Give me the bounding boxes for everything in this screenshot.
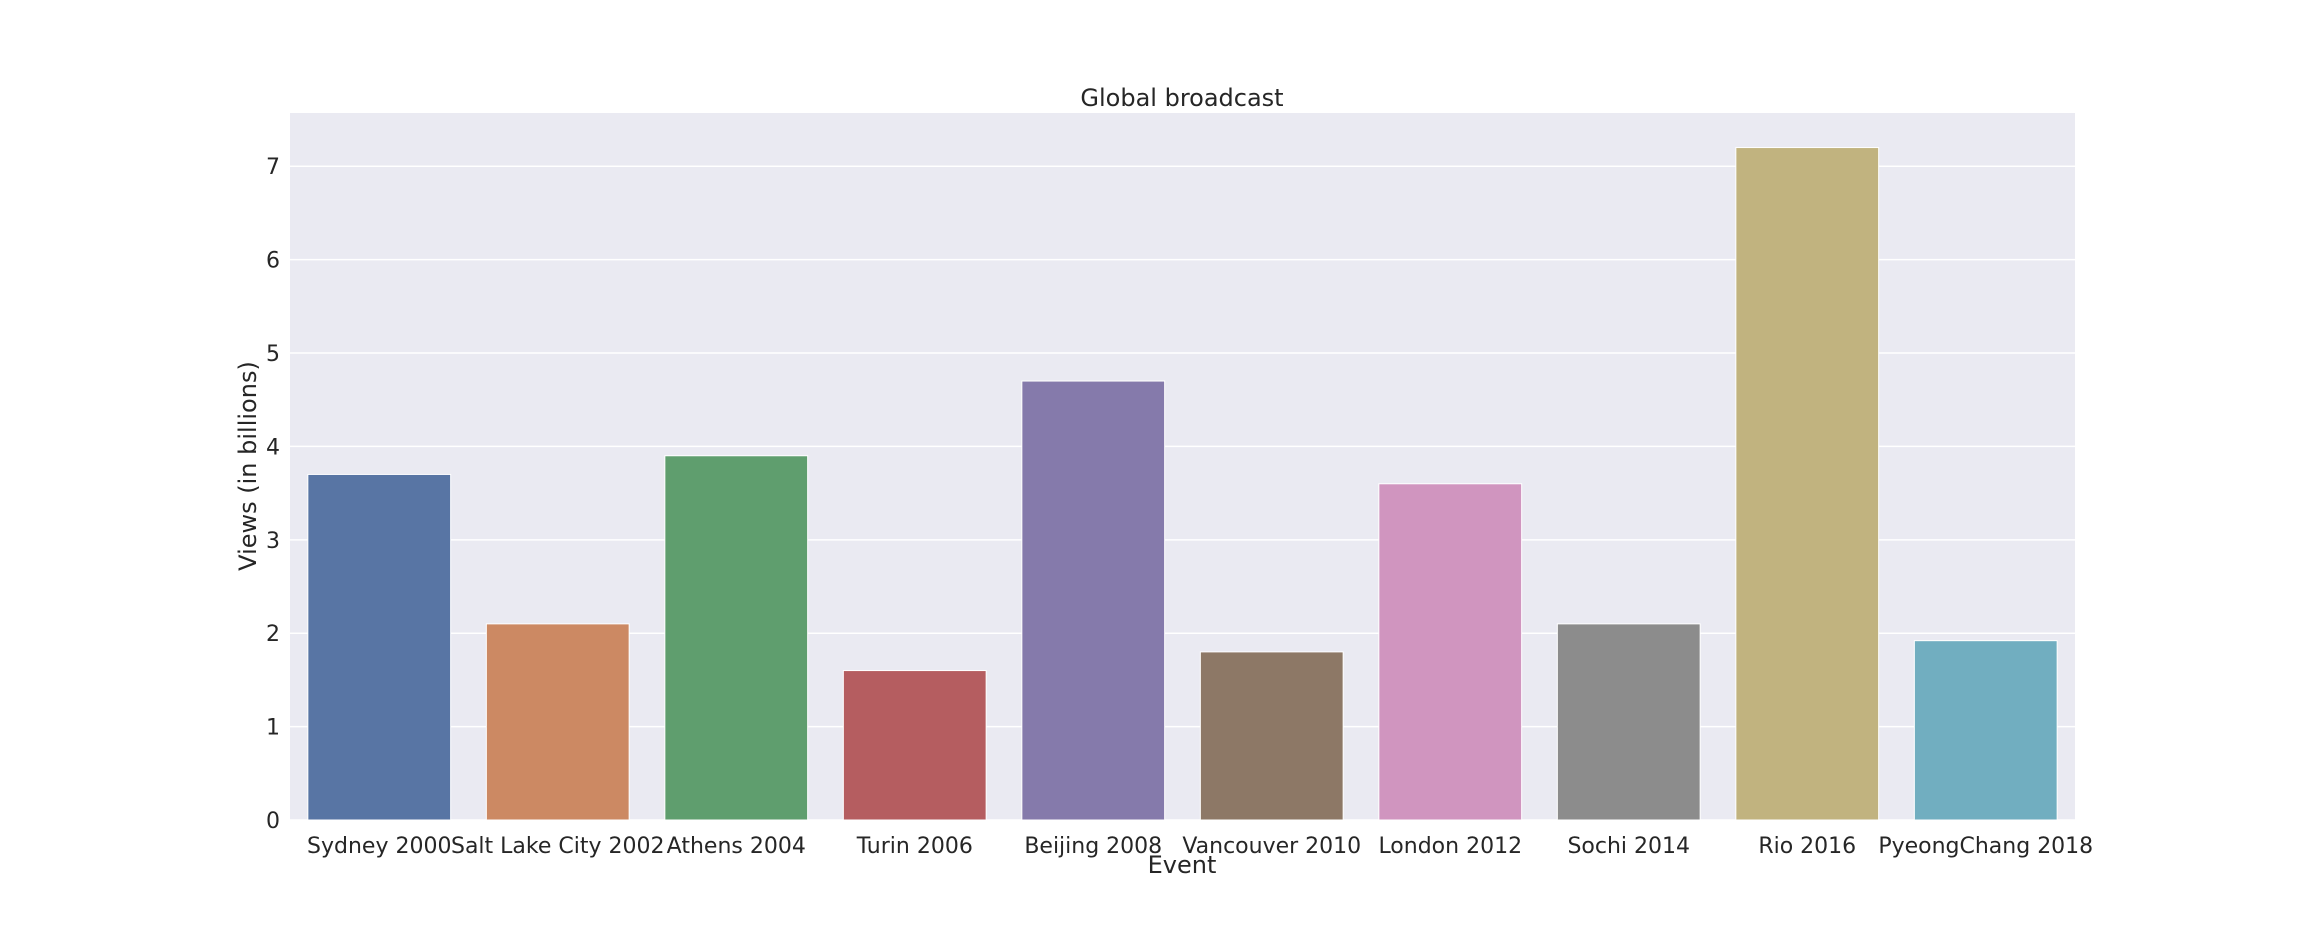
y-tick-label: 1 bbox=[266, 716, 280, 741]
y-tick-label: 7 bbox=[266, 155, 280, 180]
bar-pyeongchang-2018 bbox=[1913, 640, 2058, 821]
x-tick-label: Beijing 2008 bbox=[1024, 834, 1162, 859]
chart-title: Global broadcast bbox=[1080, 84, 1283, 112]
x-tick-label: Salt Lake City 2002 bbox=[451, 834, 665, 859]
x-axis-label: Event bbox=[1148, 851, 1217, 879]
y-tick-label: 6 bbox=[266, 249, 280, 274]
y-tick-label: 4 bbox=[266, 435, 280, 460]
bars bbox=[307, 147, 2058, 821]
x-tick-label: Sydney 2000 bbox=[307, 834, 451, 859]
x-tick-label: Rio 2016 bbox=[1758, 834, 1856, 859]
bar-vancouver-2010 bbox=[1199, 651, 1344, 821]
x-tick-labels: Sydney 2000 Salt Lake City 2002 Athens 200… bbox=[307, 834, 2093, 859]
y-tick-label: 5 bbox=[266, 342, 280, 367]
x-tick-label: Athens 2004 bbox=[667, 834, 806, 859]
bar-rio-2016 bbox=[1735, 147, 1880, 821]
bar-london-2012 bbox=[1378, 483, 1523, 821]
y-tick-labels: 0 1 2 3 4 5 6 7 bbox=[266, 155, 280, 834]
x-tick-label: London 2012 bbox=[1378, 834, 1522, 859]
x-tick-label: PyeongChang 2018 bbox=[1878, 834, 2093, 859]
bar-salt-lake-city-2002 bbox=[485, 623, 630, 821]
x-tick-label: Sochi 2014 bbox=[1567, 834, 1690, 859]
x-tick-label: Turin 2006 bbox=[856, 834, 973, 859]
bar-beijing-2008 bbox=[1021, 380, 1166, 821]
bar-turin-2006 bbox=[842, 670, 987, 821]
y-tick-label: 2 bbox=[266, 622, 280, 647]
y-tick-label: 3 bbox=[266, 529, 280, 554]
bar-sydney-2000 bbox=[307, 473, 452, 821]
y-axis-label: Views (in billions) bbox=[234, 361, 262, 571]
y-tick-label: 0 bbox=[266, 809, 280, 834]
bar-sochi-2014 bbox=[1556, 623, 1701, 821]
x-tick-label: Vancouver 2010 bbox=[1182, 834, 1361, 859]
bar-athens-2004 bbox=[664, 455, 809, 821]
